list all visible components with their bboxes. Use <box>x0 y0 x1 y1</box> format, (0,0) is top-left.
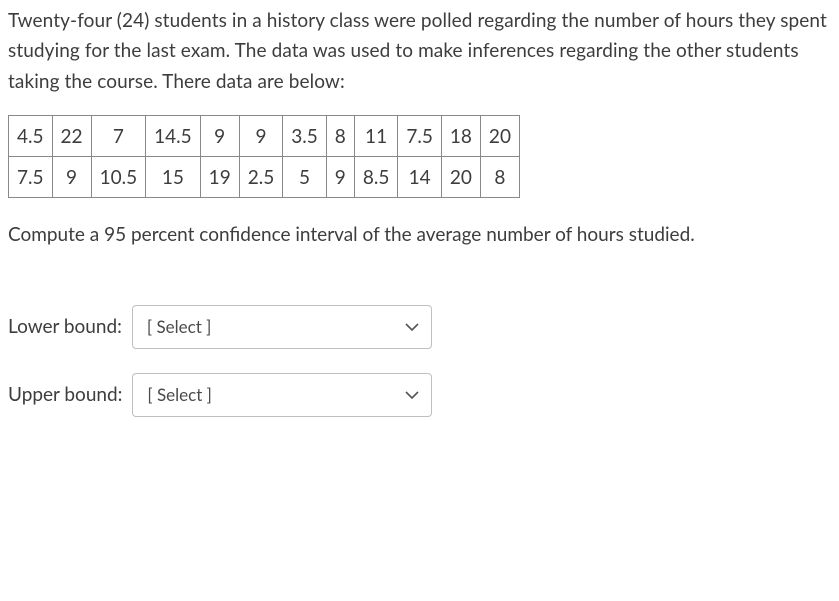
data-cell: 20 <box>441 157 480 198</box>
lower-bound-select[interactable]: [ Select ] <box>132 305 432 349</box>
lower-bound-label: Lower bound: <box>8 315 122 338</box>
lower-bound-placeholder: [ Select ] <box>147 316 211 337</box>
question-instruction: Compute a 95 percent confidence interval… <box>8 220 831 250</box>
chevron-down-icon <box>405 320 419 334</box>
data-cell: 7 <box>91 116 146 157</box>
upper-bound-placeholder: [ Select ] <box>147 384 211 405</box>
data-cell: 14.5 <box>146 116 201 157</box>
data-cell: 22 <box>52 116 91 157</box>
data-cell: 9 <box>326 157 354 198</box>
data-table: 4.5 22 7 14.5 9 9 3.5 8 11 7.5 18 20 7.5… <box>8 115 520 198</box>
data-cell: 9 <box>200 116 239 157</box>
upper-bound-label: Upper bound: <box>8 383 122 406</box>
data-cell: 2.5 <box>239 157 283 198</box>
lower-bound-row: Lower bound: [ Select ] <box>8 305 831 349</box>
upper-bound-row: Upper bound: [ Select ] <box>8 373 831 417</box>
data-cell: 8 <box>326 116 354 157</box>
data-cell: 19 <box>200 157 239 198</box>
data-cell: 3.5 <box>283 116 327 157</box>
table-row: 4.5 22 7 14.5 9 9 3.5 8 11 7.5 18 20 <box>9 116 520 157</box>
data-cell: 15 <box>146 157 201 198</box>
question-container: Twenty-four (24) students in a history c… <box>0 0 839 461</box>
data-cell: 5 <box>283 157 327 198</box>
chevron-down-icon <box>405 388 419 402</box>
data-cell: 7.5 <box>398 116 442 157</box>
upper-bound-select[interactable]: [ Select ] <box>132 373 432 417</box>
table-row: 7.5 9 10.5 15 19 2.5 5 9 8.5 14 20 8 <box>9 157 520 198</box>
data-cell: 8.5 <box>354 157 398 198</box>
data-cell: 4.5 <box>9 116 53 157</box>
data-cell: 20 <box>480 116 519 157</box>
data-cell: 9 <box>239 116 283 157</box>
data-cell: 18 <box>441 116 480 157</box>
question-prompt: Twenty-four (24) students in a history c… <box>8 6 831 97</box>
data-cell: 7.5 <box>9 157 53 198</box>
data-cell: 8 <box>480 157 519 198</box>
data-cell: 9 <box>52 157 91 198</box>
data-cell: 10.5 <box>91 157 146 198</box>
data-cell: 14 <box>398 157 442 198</box>
data-cell: 11 <box>354 116 398 157</box>
